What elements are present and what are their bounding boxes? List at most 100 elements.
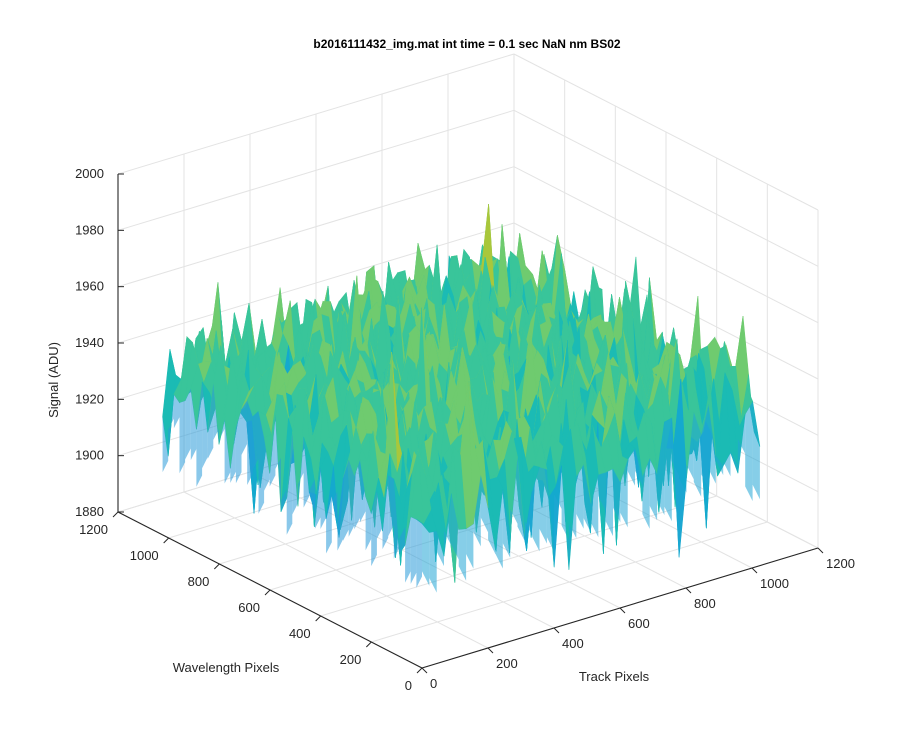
x-tick — [487, 647, 494, 654]
surface-edge-front — [583, 464, 591, 533]
z-tick-label: 1980 — [75, 222, 104, 237]
surface-edge-left — [235, 409, 242, 484]
surface-edge-left — [168, 394, 174, 457]
surface-edge-left — [281, 489, 287, 512]
surface-edge-left — [173, 394, 180, 429]
y-tick — [163, 537, 170, 544]
surface-edge-front — [613, 468, 621, 523]
surface-edge-front — [730, 451, 738, 474]
surface-edge-front — [466, 523, 474, 569]
x-tick-label: 1000 — [760, 576, 789, 591]
x-tick — [751, 567, 758, 574]
surface-edge-front — [488, 507, 496, 555]
surface-edge-front — [649, 458, 658, 521]
floor-grid-y — [320, 495, 717, 617]
y-tick-label: 1000 — [130, 548, 159, 563]
surface-edge-left — [202, 381, 208, 469]
wall-grid-z — [117, 109, 515, 231]
surface-edge-left — [219, 419, 225, 445]
y-tick-label: 800 — [188, 574, 210, 589]
wall-grid-z — [117, 166, 515, 288]
y-tick — [365, 641, 372, 648]
surface-edge-front — [429, 531, 437, 593]
y-tick-label: 0 — [405, 678, 412, 693]
surface-edge-left — [185, 388, 191, 460]
y-tick — [264, 589, 271, 596]
surface-edge-front — [510, 457, 518, 536]
surface-edge-front — [605, 468, 613, 537]
side-grid-z — [513, 222, 819, 380]
surface-edge-front — [480, 474, 489, 533]
surface-edge-left — [326, 494, 332, 554]
surface-edge-front — [451, 493, 459, 560]
x-axis-title: Track Pixels — [579, 669, 650, 684]
surface-edge-front — [686, 412, 694, 480]
surface-edge-left — [258, 411, 265, 514]
surface-edge-front — [723, 452, 731, 477]
surface-edge-front — [561, 465, 569, 570]
surface-edge-front — [745, 401, 753, 502]
surface-edge-left — [179, 400, 186, 474]
surface-edge-front — [701, 404, 709, 489]
axes — [112, 173, 824, 674]
x-tick — [619, 607, 626, 614]
surface-edge-front — [495, 488, 503, 569]
surface-edge-left — [213, 383, 219, 445]
side-grid-z — [513, 53, 819, 211]
side-grid-z — [513, 109, 819, 267]
surface-edge-left — [376, 490, 383, 539]
surface-edge-left — [224, 419, 231, 484]
surface-edge-front — [671, 418, 680, 558]
surface-edge-front — [539, 467, 547, 544]
x-tick-label: 400 — [562, 636, 584, 651]
surface-edge-front — [679, 478, 687, 558]
surface-edge-left — [388, 475, 394, 537]
z-tick-label: 1880 — [75, 504, 104, 519]
surface-edge-left — [207, 383, 214, 459]
surface-edge-left — [360, 460, 366, 523]
surface-edge-front — [554, 465, 562, 568]
surface-edge-left — [393, 479, 400, 559]
surface-edge-left — [275, 414, 281, 512]
surface-edge-front — [502, 488, 511, 558]
surface-edge-left — [382, 475, 389, 550]
surface-edge-left — [314, 467, 321, 529]
surface-edge-front — [591, 474, 599, 538]
surface-edge-left — [410, 516, 417, 584]
x-tick-label: 1200 — [826, 556, 855, 571]
surface-edge-left — [196, 381, 203, 487]
y-tick-label: 400 — [289, 626, 311, 641]
x-tick — [817, 547, 824, 554]
surface-edge-front — [620, 459, 628, 528]
surface-edge-left — [297, 436, 304, 507]
surface-edge-left — [252, 411, 259, 470]
surface-edge-front — [708, 404, 716, 484]
wall-grid-z — [117, 222, 515, 344]
tick-labels: 0 200 400 600 800 1000 1200 0 200 400 600 800 1000 12… — [75, 166, 855, 693]
y-tick-label: 600 — [238, 600, 260, 615]
surface-edge-left — [343, 459, 349, 541]
x-tick-label: 600 — [628, 616, 650, 631]
surface-edge-front — [642, 458, 650, 529]
surface-edge-front — [546, 469, 555, 568]
surface-edge-left — [303, 436, 310, 508]
surface-edge-left — [292, 433, 298, 515]
surface-edge-front — [737, 414, 746, 474]
x-tick-label: 200 — [496, 656, 518, 671]
x-tick — [553, 627, 560, 634]
y-axis-title: Wavelength Pixels — [173, 660, 280, 675]
surface-edge-front — [664, 418, 672, 522]
surface-edge-left — [371, 490, 377, 567]
x-tick-label: 800 — [694, 596, 716, 611]
x-tick — [685, 587, 692, 594]
chart-title: b2016111432_img.mat int time = 0.1 sec N… — [313, 37, 620, 51]
surface-edge-front — [627, 448, 635, 486]
surface-edge-left — [320, 467, 327, 529]
surface-edge-front — [517, 457, 525, 542]
surface-edge-left — [269, 414, 276, 487]
y-tick — [416, 667, 423, 674]
surface-edge-front — [693, 412, 702, 497]
surface-edge-left — [399, 527, 406, 554]
x-tick-label: 0 — [430, 676, 437, 691]
